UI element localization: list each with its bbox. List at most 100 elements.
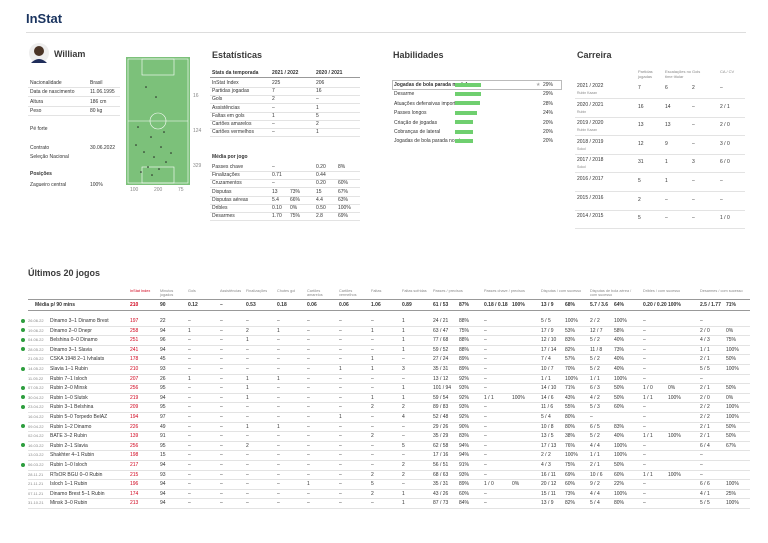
skill-label: Passes longos [394,110,427,117]
match-date: 14.05.22 [28,366,44,371]
match-value: 80% [614,500,625,507]
row-rule [210,87,360,88]
column-header: Stats da temporada [212,70,259,76]
stat-value: 73% [290,188,301,195]
match-value: – [339,481,342,488]
match-value: – [484,452,487,459]
match-value: 100% [668,471,681,478]
match-value: 53% [565,327,576,334]
match-value: – [590,414,593,420]
info-value: 30.06.2022 [90,145,116,151]
match-value: 215 [130,471,139,478]
match: Rubin 3–1 Belshina [50,404,94,411]
match-value: – [188,481,191,488]
match-value: 50% [726,423,737,430]
match-value: 13 / 9 [541,500,554,507]
stat-label: Cruzamentos [212,180,242,187]
match-value: – [643,366,646,372]
match-date: 30.04.22 [28,394,44,400]
match-value: – [246,366,249,372]
stat-value: – [316,96,319,103]
match-value: 5 / 2 [590,356,600,363]
match-value: – [484,442,487,449]
match-value: – [188,385,191,392]
stat-value: 16 [316,88,322,95]
match-value: – [246,318,249,324]
row-rule [575,153,745,155]
row-rule [28,479,750,481]
match-value: – [188,423,191,430]
match-value: – [700,375,703,382]
match-date: 16.04.22 [28,414,44,419]
info-label: Nacionalidade [30,80,62,86]
stat-value: 0.50 [316,205,326,211]
match-value: – [246,500,249,507]
career-value: 1 [665,159,668,166]
match-value: 16 / 11 [541,471,556,478]
row-rule [28,498,750,500]
match-value: – [277,318,280,324]
stat-value: 60% [338,180,349,187]
section-title: Carreira [577,50,612,60]
match-value: 2 / 0 [700,327,710,334]
column-header: Cartões vermelhos [339,289,357,298]
match-value: 1 / 1 [700,346,710,353]
match-value: – [339,471,342,478]
heatmap-label: 329 [193,163,202,169]
skill-bar [455,82,482,87]
match-value: 35 / 31 [433,481,449,488]
match-value: – [484,471,487,478]
match-value: 50% [726,356,737,363]
match-value: – [188,394,191,401]
match-value: – [220,356,223,363]
match-value: – [246,471,249,478]
section-label: Média por jogo [212,154,248,160]
match-value: 101 / 94 [433,385,452,392]
column-header: Disputas de bola aérea / com sucesso [590,289,632,298]
match: Rubin 1–2 Dinamo [50,423,92,430]
match-value: 89% [459,366,470,372]
match-value: – [484,318,487,324]
match-value: 100% [614,490,627,497]
match: Rubin 5–0 Torpedo BelAZ [50,414,108,420]
match-value: – [643,500,646,507]
match-value: – [643,442,646,449]
match-value: 1 [371,394,374,401]
stat-value: 13 [272,188,278,195]
match-value: 75% [726,337,737,344]
row-rule [28,363,750,365]
average-value: 100% [512,302,525,308]
match-value: 207 [130,375,139,382]
match-value: 5 / 5 [700,500,710,507]
match: CSKA 1948 2–1 Ivhalats [50,356,105,363]
stat-label: Cartões amarelos [212,121,252,127]
match-value: 13 / 12 [433,375,449,382]
average-value: 87% [459,302,470,308]
match-value: – [700,462,703,468]
match: Rubin 2–1 Slavia [50,442,88,449]
match-value: – [339,356,342,363]
match-value: – [371,337,374,344]
match-value: 196 [130,481,139,488]
match-value: – [484,433,487,440]
match-value: 1 [402,337,405,344]
stat-value: 1 [272,112,275,119]
row-rule [575,209,745,211]
match-value: 1 [246,337,249,344]
match-value: 91 [160,433,166,440]
section-title: Habilidades [393,50,444,60]
match-value: 5 / 5 [541,318,551,324]
row-rule [28,354,750,356]
heatmap-label: 75 [178,187,184,193]
match-value: – [220,394,223,401]
match-value: 198 [130,452,139,459]
career-value: – [665,196,668,203]
row-rule [28,507,750,509]
match-value: 82% [565,500,576,507]
match-value: – [277,337,280,344]
club: Sokol [577,165,586,170]
match-value: 60% [459,490,470,497]
match-value: – [188,462,191,468]
match-value: – [277,385,280,392]
match: Rubin 7–1 Isloch [50,375,88,382]
